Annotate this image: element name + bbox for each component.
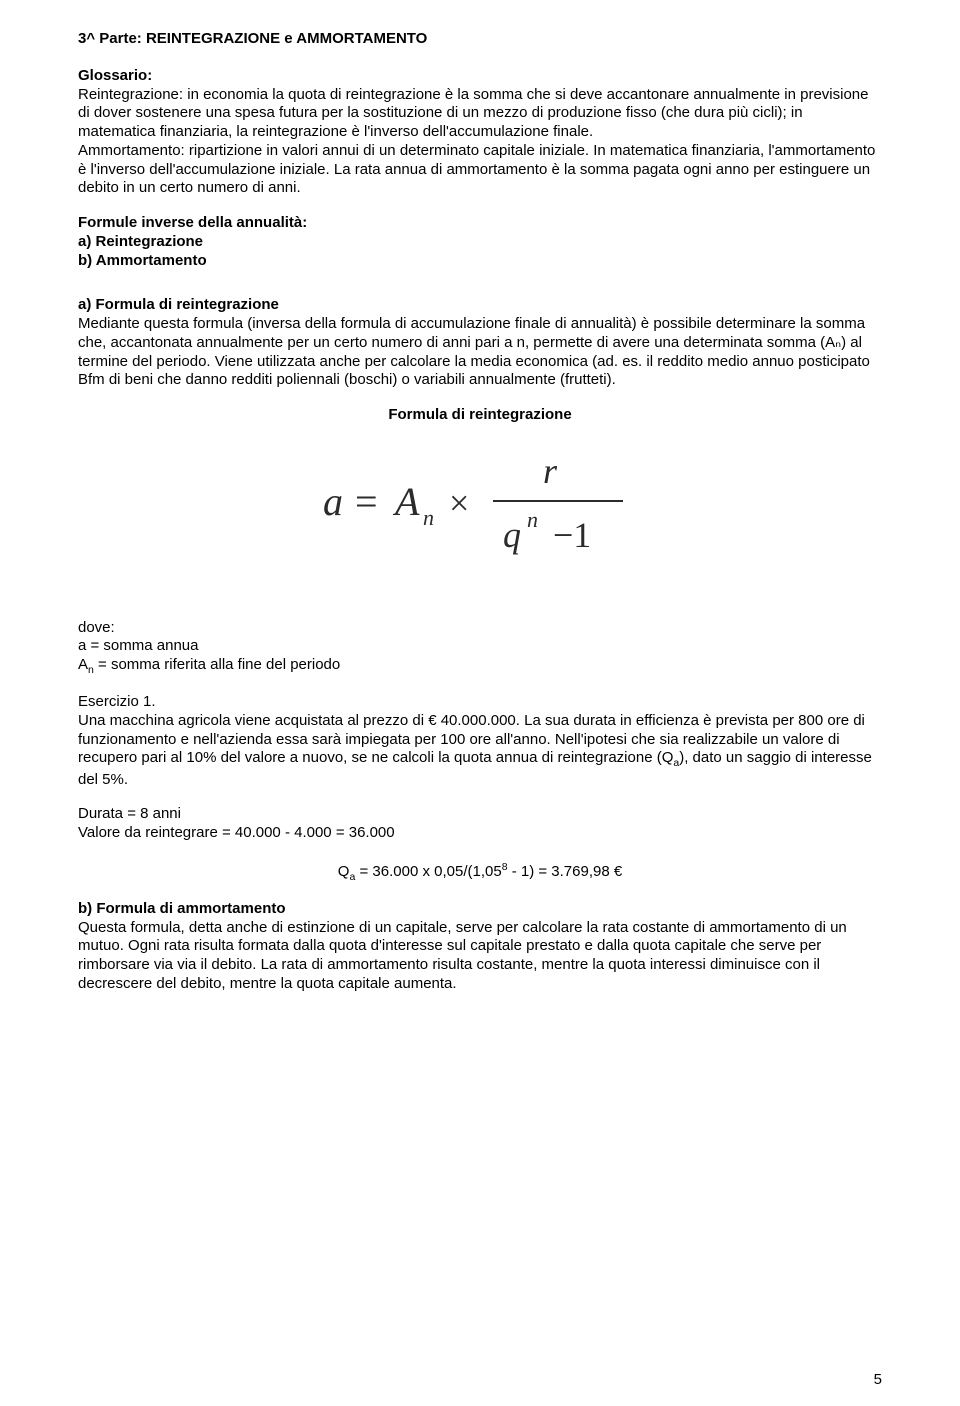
legend-An-rest: = somma riferita alla fine del periodo [94,656,340,673]
formula-An-sub: n [423,505,434,530]
section-a-body: Mediante questa formula (inversa della f… [78,315,870,388]
inverse-b: b) Ammortamento [78,252,207,269]
formula-a: a [323,479,343,524]
formula-reintegrazione: a = A n × r q n −1 [78,443,882,569]
page-title: 3^ Parte: REINTEGRAZIONE e AMMORTAMENTO [78,30,882,49]
legend-where: dove: [78,619,115,636]
formula-q: q [503,515,521,555]
section-b: b) Formula di ammortamento Questa formul… [78,900,882,994]
page-number: 5 [874,1371,882,1390]
glossary-block: Glossario: Reintegrazione: in economia l… [78,67,882,198]
exercise-1-title: Esercizio 1. [78,693,156,710]
exercise-1: Esercizio 1. Una macchina agricola viene… [78,693,882,789]
equation-qa: Qa = 36.000 x 0,05/(1,058 - 1) = 3.769,9… [78,861,882,884]
exercise-1-results: Durata = 8 anni Valore da reintegrare = … [78,805,882,843]
glossary-p1: Reintegrazione: in economia la quota di … [78,86,868,141]
section-a-title: a) Formula di reintegrazione [78,296,279,313]
legend: dove: a = somma annua An = somma riferit… [78,619,882,678]
formula-minus1: −1 [553,515,591,555]
formula-mult: × [449,483,469,523]
legend-An-prefix: A [78,656,88,673]
eq-prefix: Q [338,863,350,880]
valore: Valore da reintegrare = 40.000 - 4.000 =… [78,824,395,841]
section-a: a) Formula di reintegrazione Mediante qu… [78,296,882,390]
eq-tail: - 1) = 3.769,98 € [508,863,623,880]
formula-r: r [543,451,558,491]
legend-a: a = somma annua [78,637,199,654]
formula-qn: n [527,507,538,532]
inverse-a: a) Reintegrazione [78,233,203,250]
glossary-label: Glossario: [78,67,152,84]
eq-mid: = 36.000 x 0,05/(1,05 [355,863,501,880]
glossary-p2: Ammortamento: ripartizione in valori ann… [78,142,875,197]
section-b-body: Questa formula, detta anche di estinzion… [78,919,847,992]
inverse-formulas: Formule inverse della annualità: a) Rein… [78,214,882,270]
formula-label: Formula di reintegrazione [78,406,882,425]
inverse-heading: Formule inverse della annualità: [78,214,307,231]
formula-A: A [392,479,420,524]
formula-eq: = [355,479,378,524]
durata: Durata = 8 anni [78,805,181,822]
section-b-title: b) Formula di ammortamento [78,900,286,917]
